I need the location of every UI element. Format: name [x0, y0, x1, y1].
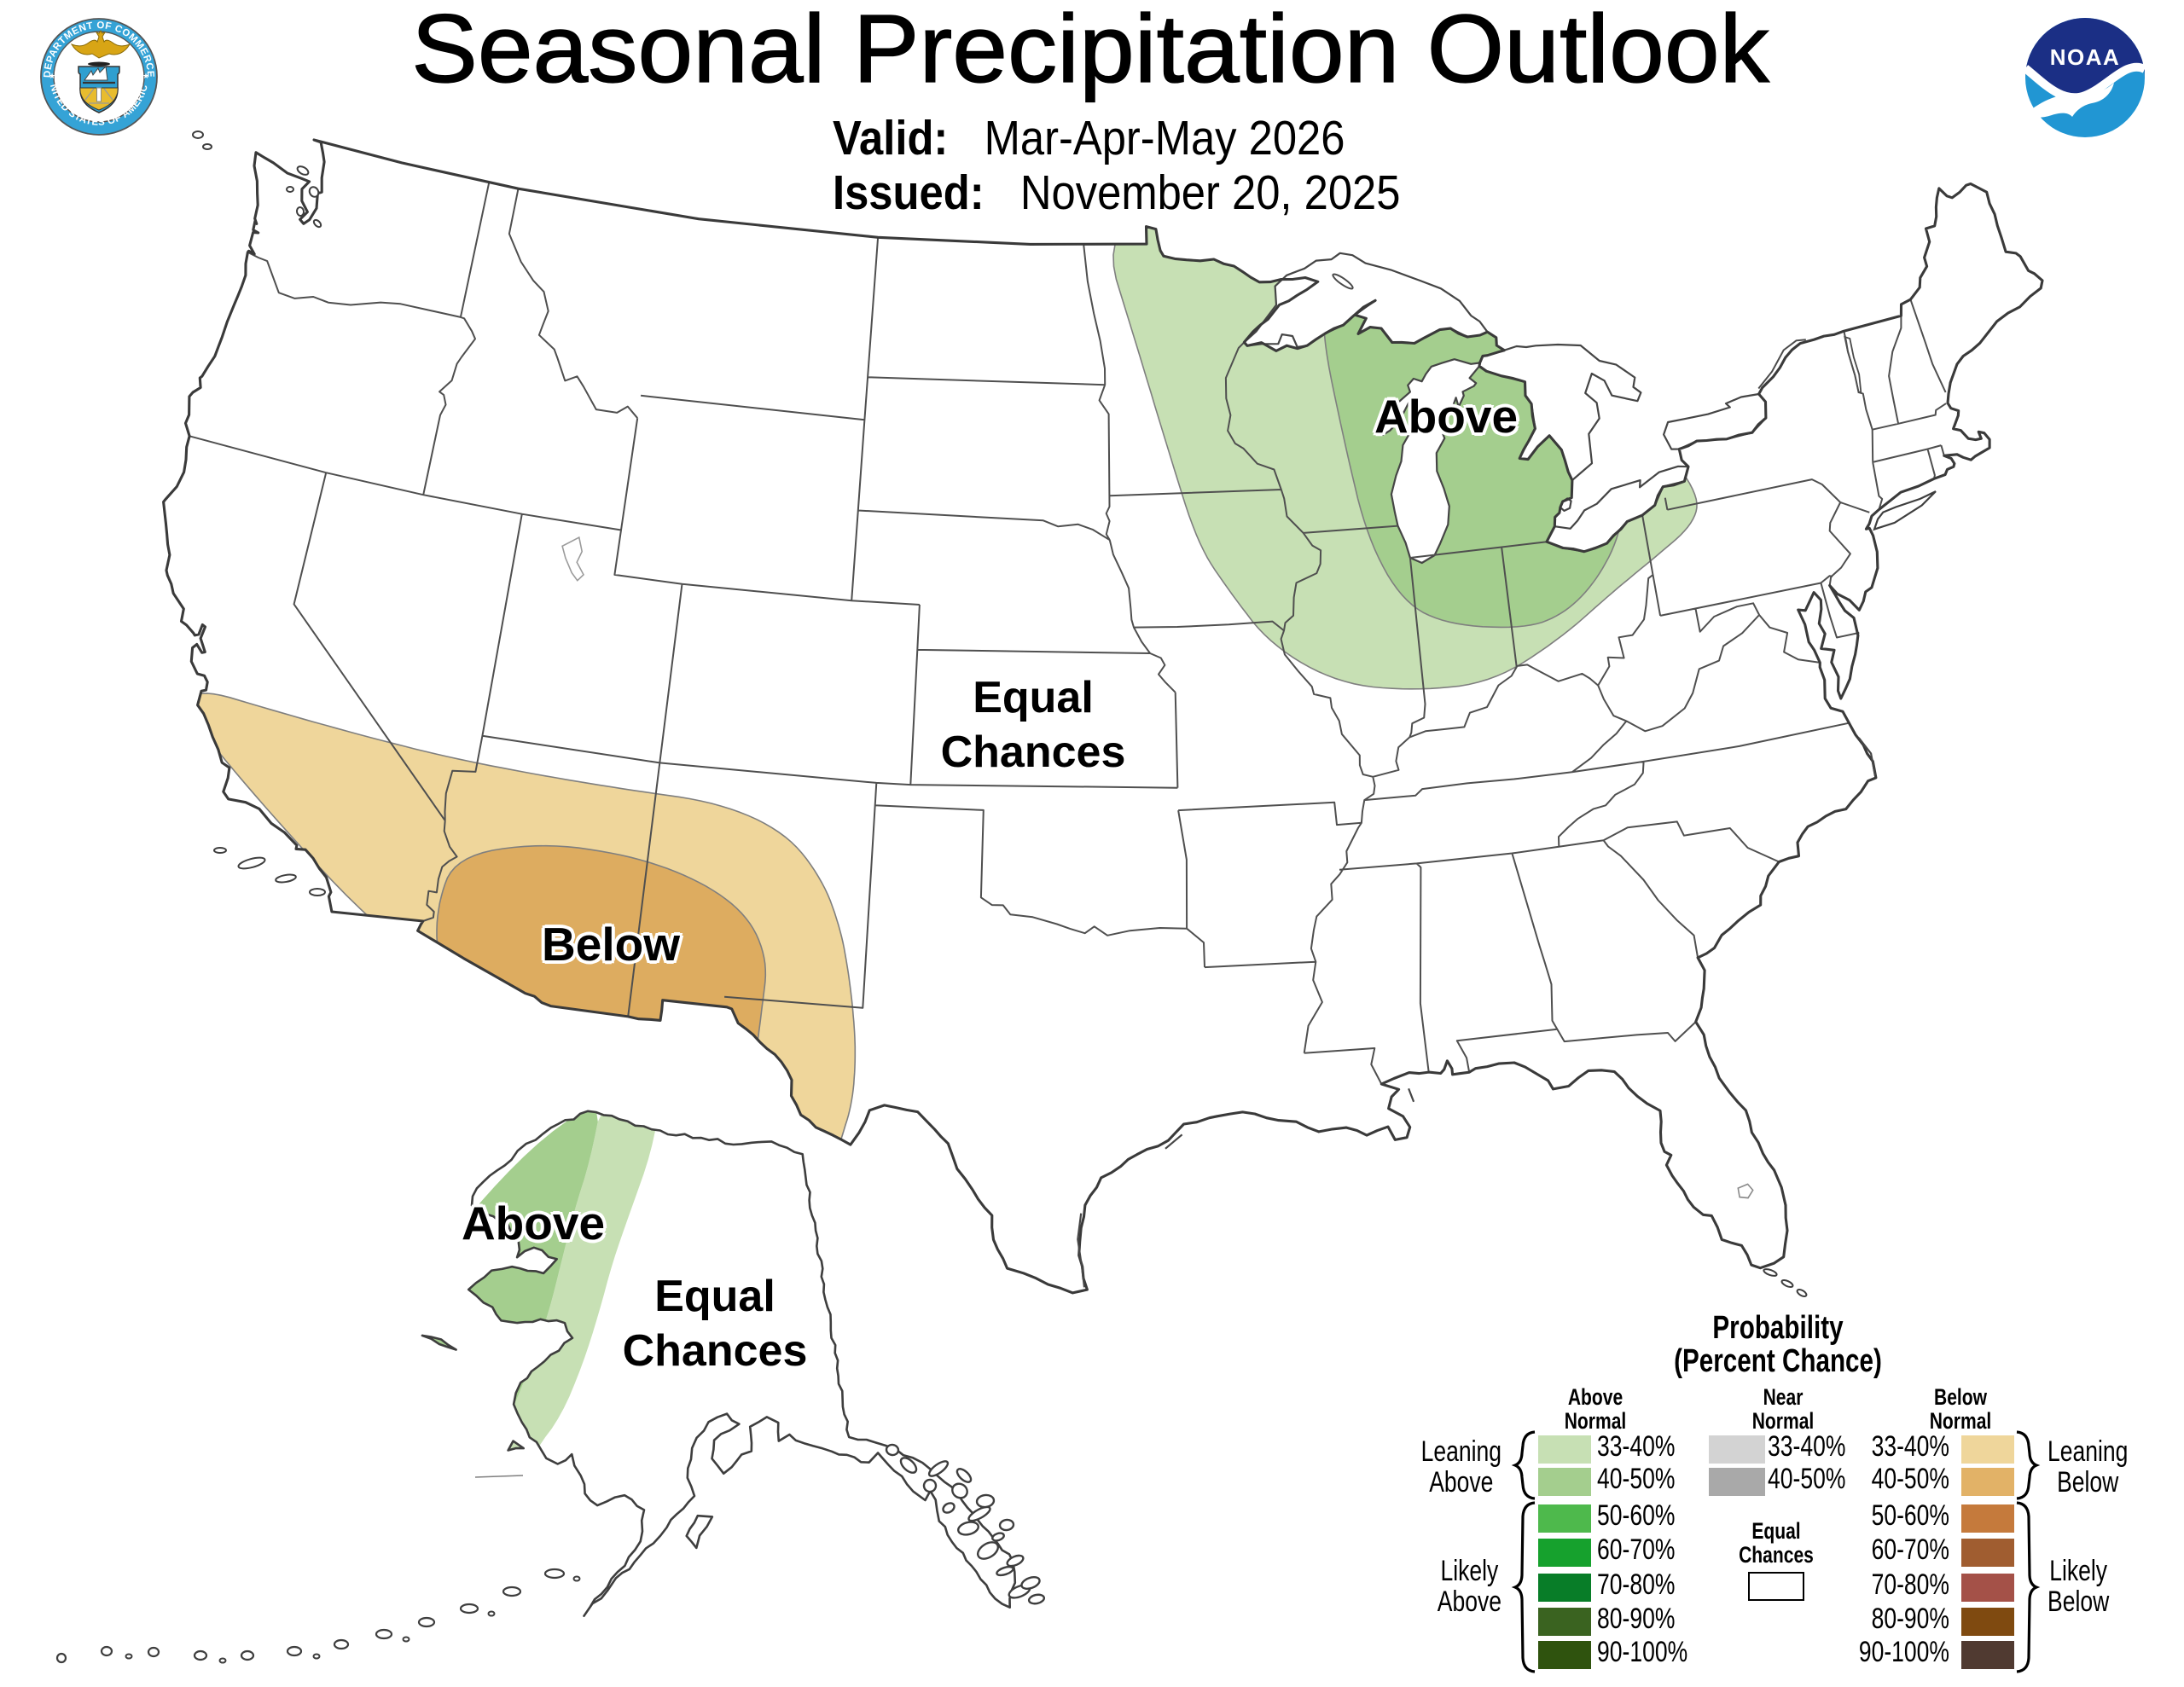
svg-text:★: ★: [142, 72, 149, 80]
svg-text:NOAA: NOAA: [2050, 44, 2121, 70]
svg-text:★: ★: [49, 72, 55, 80]
